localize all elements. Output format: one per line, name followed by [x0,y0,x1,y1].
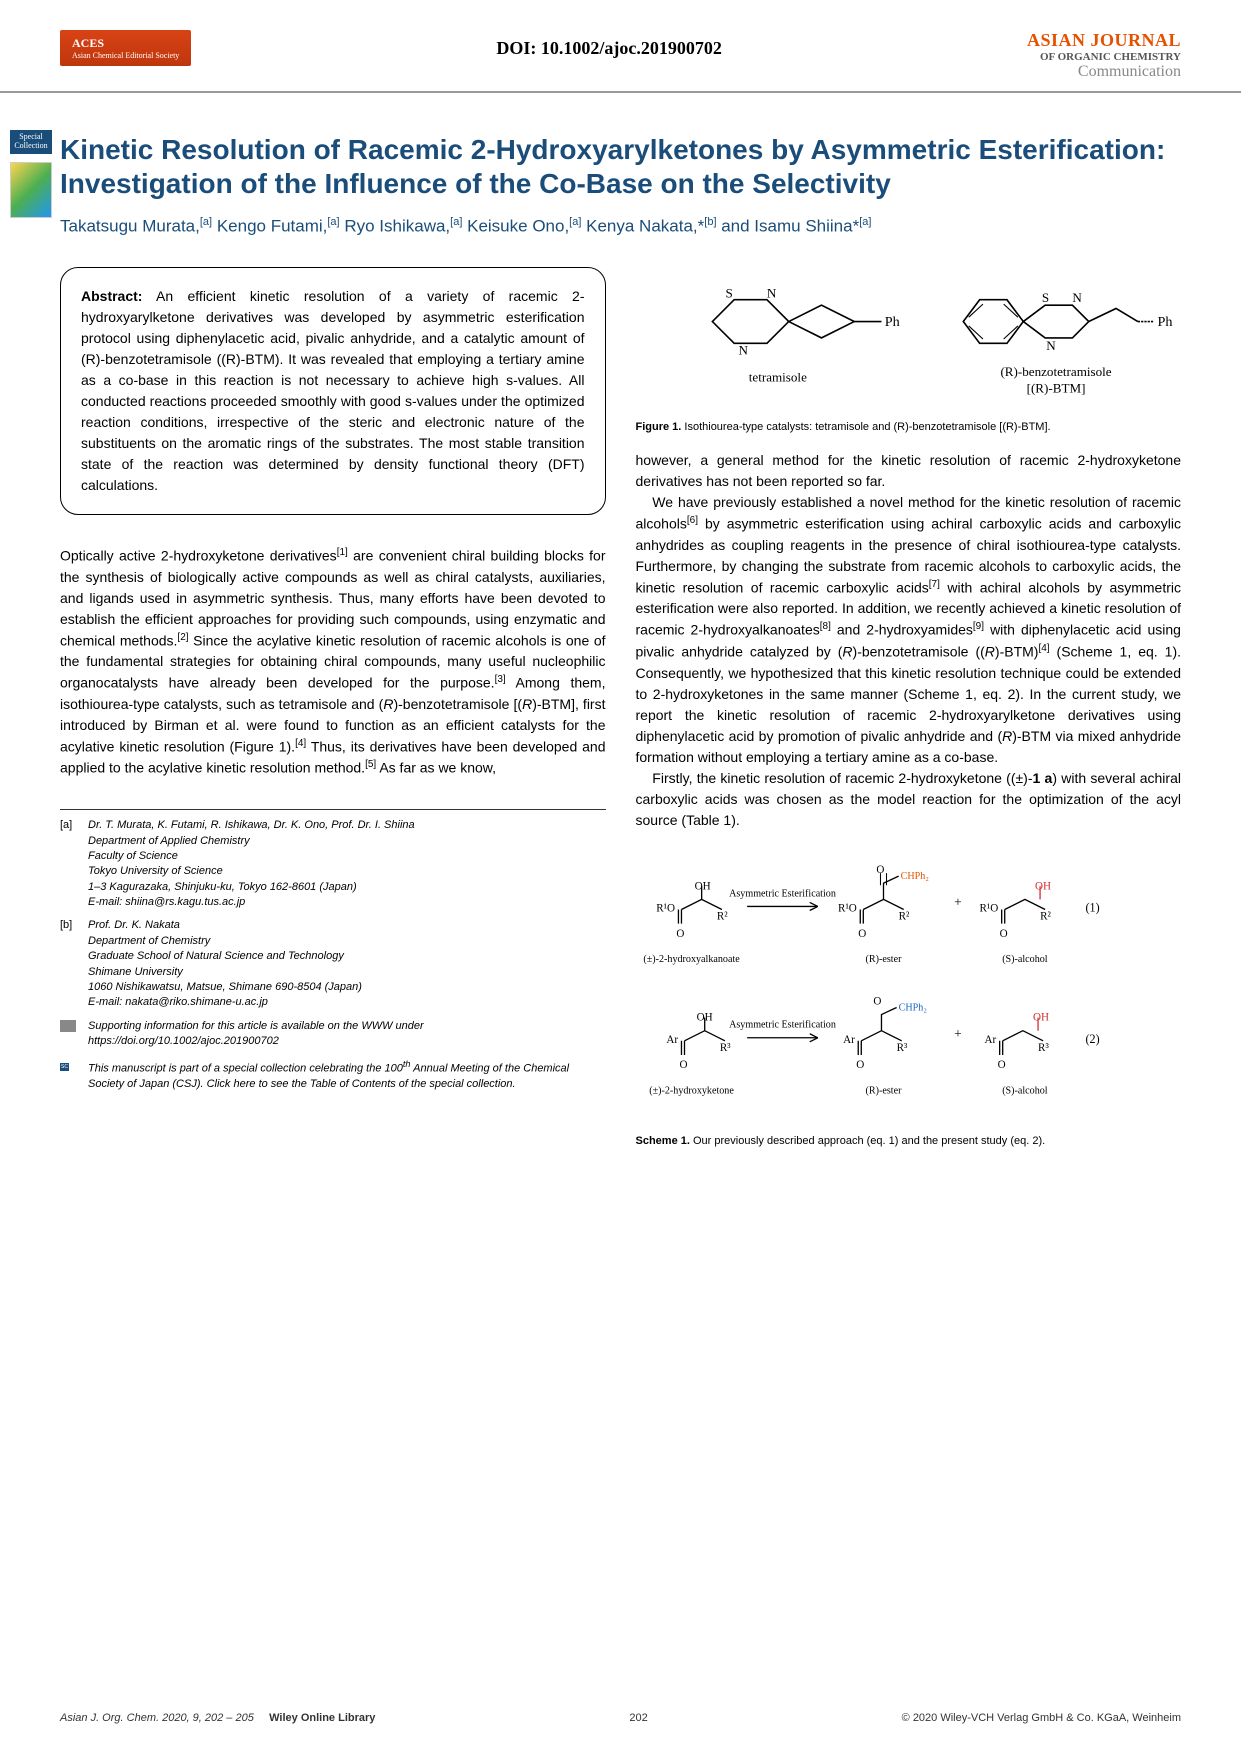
aces-sub: Asian Chemical Editorial Society [72,51,179,60]
body-text-left: Optically active 2-hydroxyketone derivat… [60,545,606,779]
svg-text:(±)-2-hydroxyketone: (±)-2-hydroxyketone [649,1085,734,1096]
figure-1: S N N Ph tetramisole [636,267,1182,434]
svg-text:CHPh₂: CHPh₂ [898,1002,926,1013]
special-collection-note: This manuscript is part of a special col… [88,1058,606,1092]
footer-publisher: Wiley Online Library [269,1712,375,1724]
svg-text:O: O [876,864,884,876]
scheme-1: R¹O OH O R² (±)-2-hydroxyalkanoate Asymm… [636,861,1182,1149]
svg-text:(2): (2) [1085,1031,1099,1045]
left-column: Abstract: An efficient kinetic resolutio… [60,267,606,1165]
svg-text:(S)-alcohol: (S)-alcohol [1002,1085,1048,1096]
svg-text:+: + [954,1025,961,1040]
svg-text:(1): (1) [1085,900,1099,914]
svg-text:N: N [1046,338,1056,353]
svg-text:R³: R³ [719,1042,730,1054]
svg-text:R³: R³ [896,1042,907,1054]
svg-text:R³: R³ [1038,1042,1049,1054]
svg-text:O: O [676,927,684,939]
svg-text:Ph: Ph [1157,314,1172,330]
svg-text:(S)-alcohol: (S)-alcohol [1002,954,1048,965]
article-type: Communication [1027,63,1181,81]
svg-text:S: S [1041,290,1048,305]
page-header: ACES Asian Chemical Editorial Society DO… [0,0,1241,93]
paragraph-4: Firstly, the kinetic resolution of racem… [636,768,1182,831]
svg-text:(±)-2-hydroxyalkanoate: (±)-2-hydroxyalkanoate [643,954,740,965]
svg-text:(R)-ester: (R)-ester [865,954,902,965]
svg-text:O: O [999,927,1007,939]
paragraph-2: however, a general method for the kineti… [636,450,1182,492]
svg-text:(R)-benzotetramisole: (R)-benzotetramisole [1000,364,1111,379]
svg-text:O: O [873,995,881,1007]
abstract-box: Abstract: An efficient kinetic resolutio… [60,267,606,515]
aces-badge: ACES Asian Chemical Editorial Society [60,30,191,66]
svg-text:N: N [1072,290,1082,305]
page-number: 202 [629,1712,647,1724]
page-footer: Asian J. Org. Chem. 2020, 9, 202 – 205 W… [60,1712,1181,1724]
svg-text:N: N [738,342,748,357]
scheme-1-svg: R¹O OH O R² (±)-2-hydroxyalkanoate Asymm… [636,861,1182,1124]
footer-citation: Asian J. Org. Chem. 2020, 9, 202 – 205 [60,1712,254,1724]
svg-text:R²: R² [716,910,727,922]
svg-text:R¹O: R¹O [838,902,857,914]
aces-main: ACES [72,36,104,50]
paragraph-1: Optically active 2-hydroxyketone derivat… [60,545,606,779]
doi-text: DOI: 10.1002/ajoc.201900702 [191,30,1027,59]
figure-1-caption: Figure 1. Isothiourea-type catalysts: te… [636,420,1182,434]
affiliations-block: [a] Dr. T. Murata, K. Futami, R. Ishikaw… [60,809,606,1092]
right-column: S N N Ph tetramisole [636,267,1182,1165]
svg-text:OH: OH [1032,1011,1048,1023]
svg-text:Ar: Ar [984,1033,996,1045]
journal-badge: ASIAN JOURNAL OF ORGANIC CHEMISTRY Commu… [1027,30,1181,81]
svg-text:N: N [766,285,776,300]
svg-text:tetramisole: tetramisole [748,369,806,384]
svg-text:S: S [725,285,732,300]
svg-text:O: O [856,1059,864,1071]
scheme-1-caption: Scheme 1. Our previously described appro… [636,1134,1182,1148]
svg-text:Asymmetric Esterification: Asymmetric Esterification [729,888,836,899]
aff-tag-b: [b] [60,918,80,1010]
body-text-right: however, a general method for the kineti… [636,450,1182,831]
journal-name: ASIAN JOURNAL [1027,30,1181,51]
author-list: Takatsugu Murata,[a] Kengo Futami,[a] Ry… [60,216,1181,237]
svg-text:CHPh₂: CHPh₂ [900,871,928,882]
svg-text:Asymmetric Esterification: Asymmetric Esterification [729,1019,836,1030]
svg-text:O: O [997,1059,1005,1071]
svg-text:OH: OH [1035,880,1051,892]
svg-text:Ph: Ph [884,314,899,330]
journal-subtitle: OF ORGANIC CHEMISTRY [1027,51,1181,63]
svg-text:+: + [954,894,961,909]
svg-text:O: O [679,1059,687,1071]
svg-text:R¹O: R¹O [656,902,675,914]
svg-text:(R)-ester: (R)-ester [865,1085,902,1096]
svg-text:O: O [858,927,866,939]
svg-text:[(R)-BTM]: [(R)-BTM] [1026,380,1085,395]
paragraph-3: We have previously established a novel m… [636,492,1182,768]
article-title: Kinetic Resolution of Racemic 2-Hydroxya… [60,133,1181,200]
svg-text:Ar: Ar [666,1033,678,1045]
figure-1-svg: S N N Ph tetramisole [636,267,1182,409]
svg-text:R²: R² [898,910,909,922]
svg-text:R²: R² [1040,910,1051,922]
supporting-info: Supporting information for this article … [88,1019,606,1050]
svg-text:R¹O: R¹O [979,902,998,914]
svg-text:Ar: Ar [843,1033,855,1045]
abstract-text: An efficient kinetic resolution of a var… [81,288,585,493]
si-icon [60,1019,80,1050]
footer-copyright: © 2020 Wiley-VCH Verlag GmbH & Co. KGaA,… [902,1712,1181,1724]
sc-icon: SC [60,1058,80,1092]
aff-tag-a: [a] [60,818,80,910]
abstract-label: Abstract: [81,288,142,304]
svg-text:OH: OH [694,880,710,892]
